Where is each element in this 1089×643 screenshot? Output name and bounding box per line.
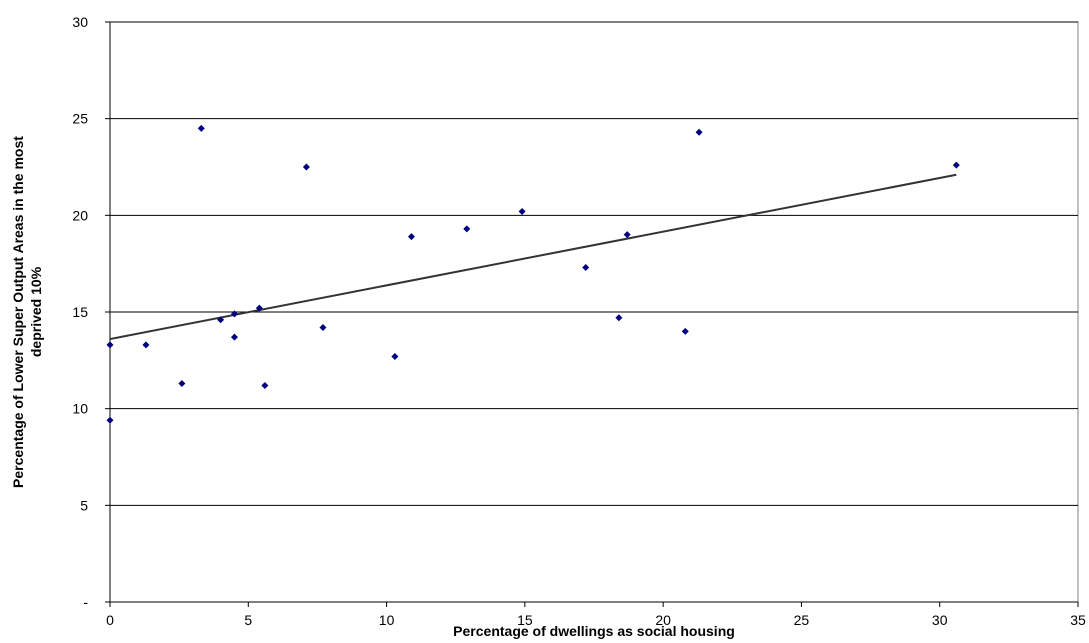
data-point xyxy=(217,316,225,324)
y-axis-title: Percentage of Lower Super Output Areas i… xyxy=(10,136,44,488)
data-points xyxy=(106,124,960,424)
data-point xyxy=(695,128,703,136)
x-axis-ticks: 0 5 10 15 20 25 30 35 xyxy=(106,602,1086,628)
data-point xyxy=(106,341,114,349)
y-tick-label: 20 xyxy=(72,207,88,223)
data-point xyxy=(518,207,526,215)
data-point xyxy=(255,304,263,312)
y-tick-label: 5 xyxy=(80,497,88,513)
data-point xyxy=(178,380,186,388)
data-point xyxy=(623,231,631,239)
data-point xyxy=(230,333,238,341)
x-tick-label: 5 xyxy=(244,612,252,628)
data-point xyxy=(261,381,269,389)
y-tick-label: 10 xyxy=(72,401,88,417)
data-point xyxy=(319,323,327,331)
data-point xyxy=(681,327,689,335)
data-point xyxy=(106,416,114,424)
trendline-layer xyxy=(109,173,957,341)
x-tick-label: 25 xyxy=(794,612,810,628)
y-tick-label: - xyxy=(83,594,88,610)
y-tick-label: 30 xyxy=(72,14,88,30)
x-tick-label: 35 xyxy=(1070,612,1086,628)
data-point xyxy=(582,264,590,272)
data-point xyxy=(407,233,415,241)
data-point xyxy=(230,310,238,318)
y-axis-title-line1: Percentage of Lower Super Output Areas i… xyxy=(10,136,26,488)
x-tick-label: 20 xyxy=(655,612,671,628)
x-tick-label: 0 xyxy=(106,612,114,628)
y-tick-label: 25 xyxy=(72,111,88,127)
data-point xyxy=(615,314,623,322)
data-point xyxy=(391,352,399,360)
trendline xyxy=(109,173,957,341)
gridlines xyxy=(110,21,1078,506)
data-point xyxy=(142,341,150,349)
x-tick-label: 10 xyxy=(379,612,395,628)
x-tick-label: 15 xyxy=(517,612,533,628)
y-tick-label: 15 xyxy=(72,304,88,320)
x-axis-title: Percentage of dwellings as social housin… xyxy=(453,623,735,639)
data-point xyxy=(952,161,960,169)
data-point xyxy=(463,225,471,233)
data-point xyxy=(197,124,205,132)
x-tick-label: 30 xyxy=(932,612,948,628)
y-axis-ticks: - 5 10 15 20 25 30 xyxy=(72,14,110,610)
y-axis-title-line2: deprived 10% xyxy=(28,266,44,357)
data-point xyxy=(302,163,310,171)
